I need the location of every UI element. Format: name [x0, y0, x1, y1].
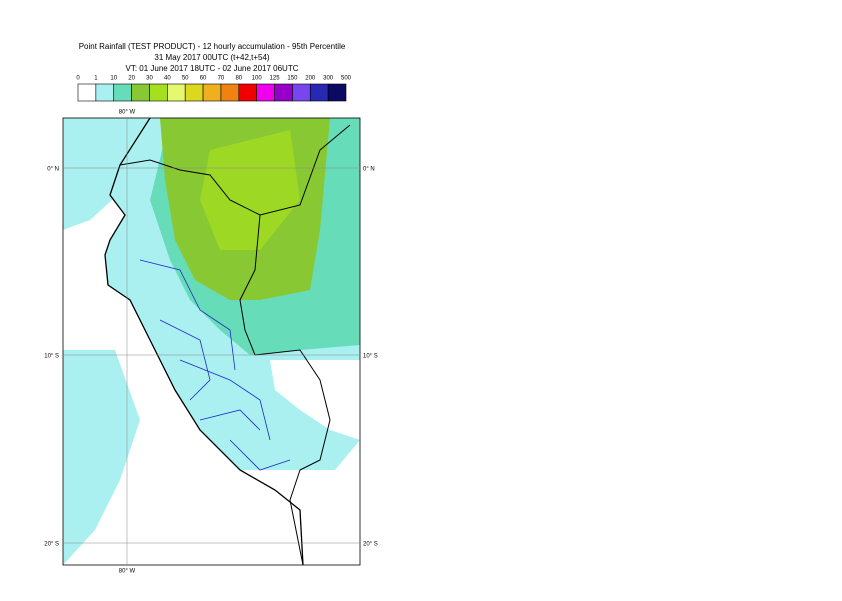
- legend-threshold: 10: [110, 76, 117, 82]
- legend-threshold: 500: [341, 76, 352, 82]
- legend-threshold: 20: [128, 76, 135, 82]
- title: Point Rainfall (TEST PRODUCT) - 12 hourl…: [79, 42, 346, 51]
- legend-swatch: [167, 83, 186, 102]
- legend-threshold: 200: [305, 76, 316, 82]
- lat-label: 20° S: [363, 542, 378, 548]
- legend-swatch: [256, 83, 275, 102]
- lat-label: 10° S: [363, 354, 378, 360]
- legend-swatch: [292, 83, 311, 102]
- legend-threshold: 150: [287, 76, 298, 82]
- legend-threshold: 80: [235, 76, 242, 82]
- base-time: 31 May 2017 00UTC (t+42,t+54): [154, 53, 270, 62]
- legend-swatch: [274, 83, 293, 102]
- legend-threshold: 300: [323, 76, 334, 82]
- legend-threshold: 70: [218, 76, 225, 82]
- lat-label: 10° S: [44, 354, 59, 360]
- legend-swatch: [77, 83, 97, 102]
- lat-label: 20° S: [44, 542, 59, 548]
- lat-label: 0° N: [47, 167, 59, 173]
- legend-threshold: 40: [164, 76, 171, 82]
- legend-swatch: [238, 83, 257, 102]
- legend-swatch: [95, 83, 115, 102]
- legend-swatch: [309, 83, 329, 102]
- rain-area: [200, 130, 300, 250]
- lon-label: 80° W: [119, 110, 136, 116]
- legend-swatch: [184, 83, 204, 102]
- region-border: [139, 259, 291, 471]
- lon-label: 80° W: [119, 569, 136, 575]
- dry-area: [270, 360, 360, 440]
- rain-area: [63, 350, 140, 565]
- legend-swatch: [113, 83, 132, 102]
- lat-label: 0° N: [363, 167, 375, 173]
- legend-swatch: [327, 83, 347, 102]
- legend-swatch: [149, 83, 168, 102]
- legend-threshold: 1: [94, 76, 98, 82]
- legend-threshold: 0: [76, 76, 80, 82]
- legend-threshold: 100: [252, 76, 263, 82]
- legend-threshold: 50: [182, 76, 189, 82]
- coastline: [104, 118, 304, 565]
- legend-threshold: 125: [270, 76, 281, 82]
- legend-threshold: 60: [200, 76, 207, 82]
- map-frame: [62, 117, 361, 566]
- legend-swatch: [220, 83, 240, 102]
- legend: 0 1 10 20 30 40 50 60 70 80 100 125 150 200 300 500: [76, 76, 352, 102]
- legend-swatch: [202, 83, 222, 102]
- country-border: [119, 124, 351, 565]
- legend-threshold: 30: [146, 76, 153, 82]
- valid-time: VT: 01 June 2017 18UTC - 02 June 2017 06…: [126, 64, 299, 73]
- legend-swatch: [131, 83, 150, 102]
- map: 80° W 80° W 0° N 0° N 10° S 10° S 20° S …: [44, 110, 378, 575]
